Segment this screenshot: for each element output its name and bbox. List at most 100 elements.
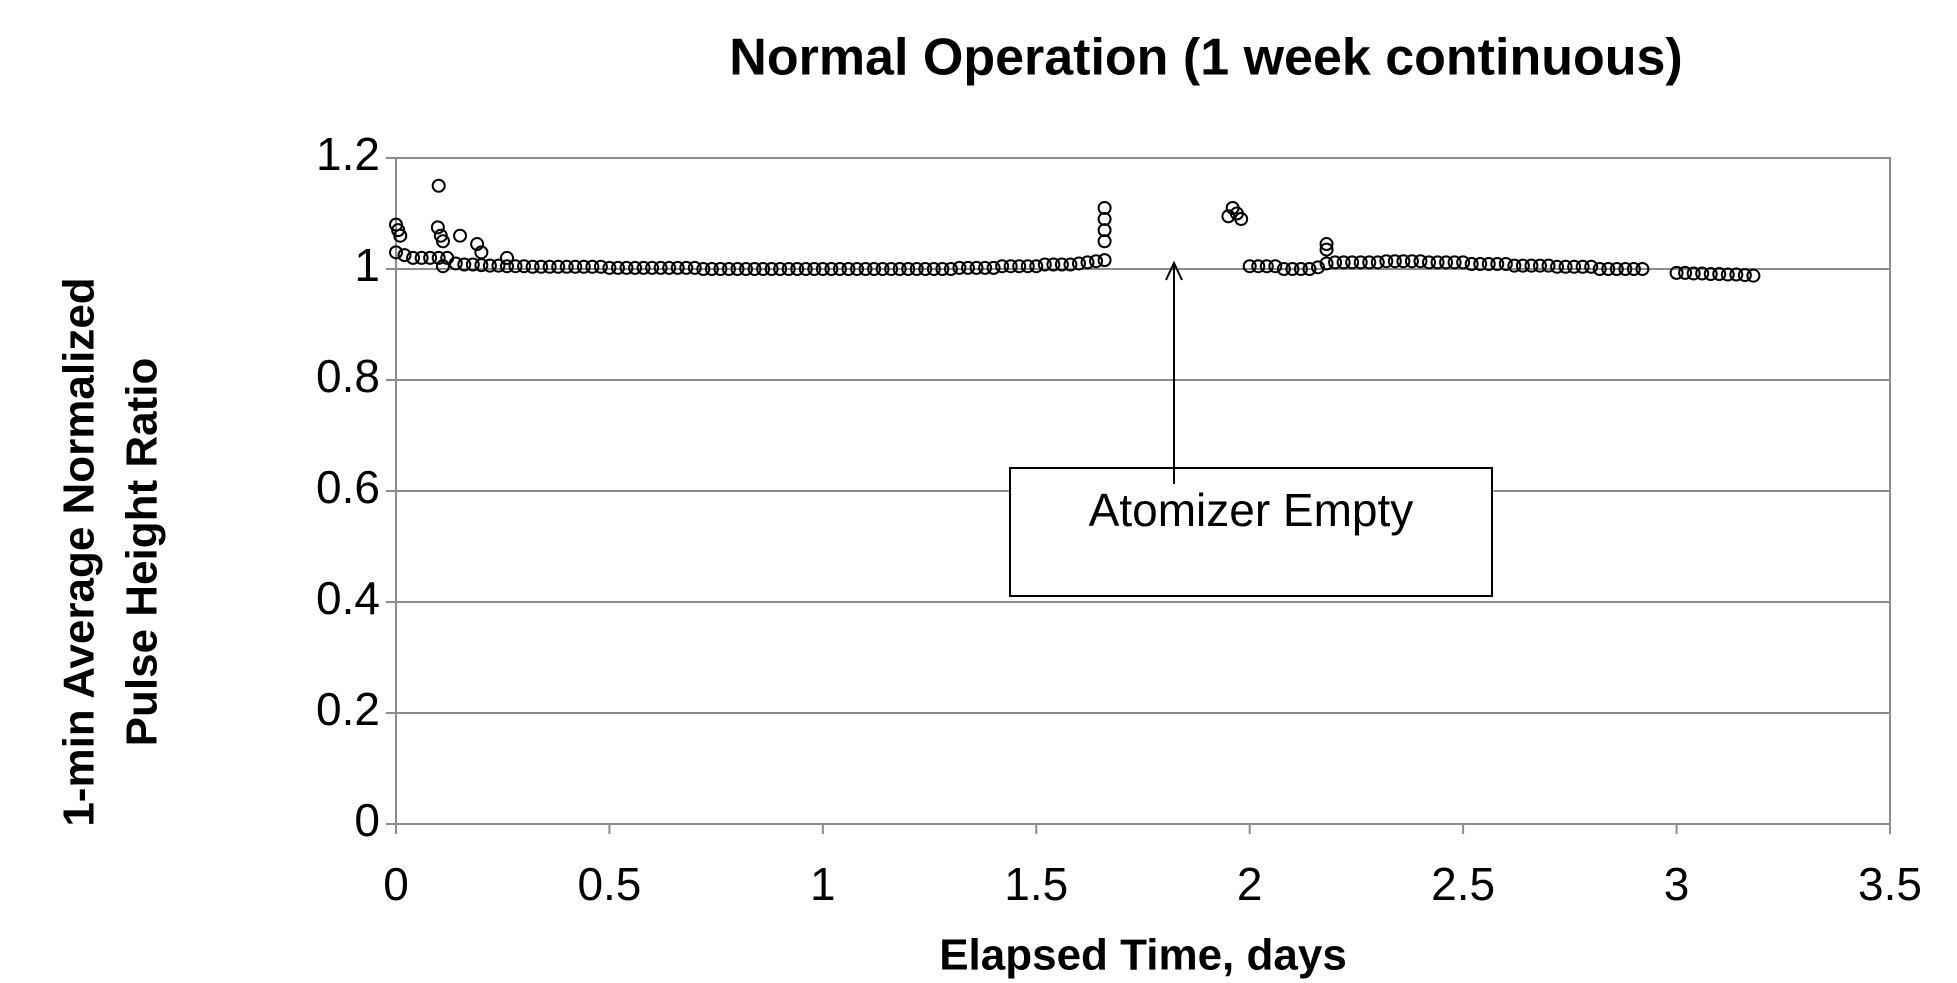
data-point: [1464, 257, 1479, 272]
x-tick-label: 2: [1237, 858, 1263, 910]
data-point: [995, 259, 1010, 274]
data-point: [739, 262, 754, 276]
annotation-text: Atomizer Empty: [1089, 484, 1414, 536]
data-point: [542, 259, 557, 274]
data-point: [1276, 262, 1291, 276]
x-tick-label: 0: [383, 858, 409, 910]
data-point: [508, 259, 523, 274]
data-point: [1097, 253, 1112, 268]
data-point: [1413, 254, 1428, 269]
y-axis-label: 1-min Average Normalized Pulse Height Ra…: [55, 277, 167, 826]
data-point: [1293, 262, 1308, 276]
data-point: [1080, 255, 1095, 270]
data-point: [1221, 209, 1236, 224]
data-point: [1097, 234, 1112, 249]
data-point: [499, 259, 514, 274]
data-point: [1601, 262, 1616, 276]
data-point: [1353, 255, 1368, 270]
data-point: [1695, 266, 1710, 281]
data-point: [1703, 266, 1718, 281]
data-point: [1421, 255, 1436, 270]
data-point: [773, 262, 788, 276]
data-point: [1089, 254, 1104, 269]
data-point: [679, 260, 694, 275]
y-tick-label: 0: [354, 794, 380, 846]
data-point: [909, 262, 924, 276]
data-point: [559, 259, 574, 274]
data-point: [1635, 262, 1650, 276]
data-point: [1507, 258, 1522, 273]
data-point: [1541, 258, 1556, 273]
data-point: [448, 256, 463, 271]
data-point: [969, 260, 984, 275]
data-point: [832, 262, 847, 276]
data-point: [1071, 256, 1086, 271]
data-point: [1404, 254, 1419, 269]
data-point: [1567, 259, 1582, 274]
data-point: [1251, 259, 1266, 274]
data-point: [1712, 266, 1727, 281]
data-point: [721, 262, 736, 276]
data-point: [465, 257, 480, 272]
data-point: [474, 245, 489, 260]
data-point: [867, 262, 882, 276]
x-tick-label: 2.5: [1431, 858, 1495, 910]
data-point: [901, 262, 916, 276]
data-point: [978, 260, 993, 275]
data-point: [619, 260, 634, 275]
data-point: [713, 262, 728, 276]
y-tick-label: 0.2: [316, 683, 380, 735]
data-point: [423, 250, 438, 265]
data-point: [1336, 255, 1351, 270]
data-point: [1242, 259, 1257, 274]
chart-title: Normal Operation (1 week continuous): [729, 29, 1682, 87]
y-tick-label: 0.6: [316, 461, 380, 513]
data-point: [1345, 255, 1360, 270]
data-point: [1456, 255, 1471, 270]
data-point: [824, 262, 839, 276]
data-point: [568, 259, 583, 274]
x-axis-label: Elapsed Time, days: [939, 931, 1347, 980]
data-point: [389, 245, 403, 260]
data-point: [1592, 262, 1607, 276]
data-point: [815, 262, 830, 276]
data-point: [1003, 259, 1018, 274]
data-point: [1319, 242, 1334, 257]
data-point: [576, 259, 591, 274]
data-point: [1328, 255, 1343, 270]
data-point: [1618, 262, 1633, 276]
data-point: [431, 178, 446, 193]
data-point: [645, 260, 660, 275]
data-point: [1558, 259, 1573, 274]
data-point: [430, 220, 445, 235]
data-point: [850, 262, 865, 276]
data-point: [704, 262, 719, 276]
data-point: [1379, 254, 1394, 269]
x-tick-label: 0.5: [577, 858, 641, 910]
data-point: [1311, 260, 1326, 275]
data-point: [1259, 259, 1274, 274]
data-point: [470, 237, 485, 252]
data-point: [1447, 255, 1462, 270]
data-point: [943, 262, 958, 276]
data-point: [798, 262, 813, 276]
data-point: [1319, 256, 1334, 271]
data-point: [628, 260, 643, 275]
data-point: [406, 250, 421, 265]
data-point: [453, 228, 468, 243]
data-point: [1737, 268, 1752, 283]
data-point: [662, 260, 677, 275]
x-tick-label: 1.5: [1004, 858, 1068, 910]
data-point: [431, 250, 446, 265]
y-tick-label: 0.8: [316, 350, 380, 402]
data-point: [790, 262, 805, 276]
data-point: [1626, 262, 1641, 276]
data-point: [1729, 267, 1744, 282]
data-point: [482, 258, 497, 273]
data-point: [1584, 259, 1599, 274]
data-point: [393, 228, 408, 243]
data-point: [1669, 265, 1684, 280]
data-point: [1532, 258, 1547, 273]
data-point: [1370, 255, 1385, 270]
data-point: [1473, 257, 1488, 272]
